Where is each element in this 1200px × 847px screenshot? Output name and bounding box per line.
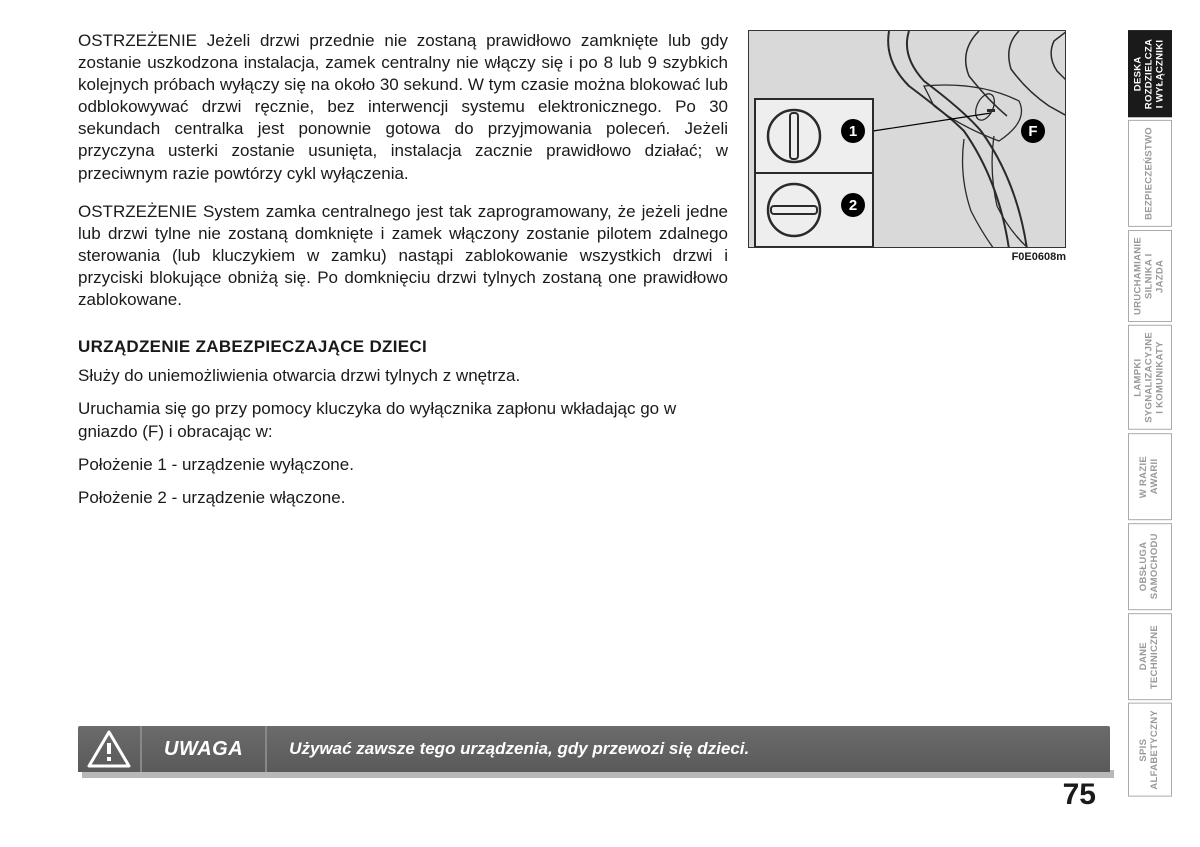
paragraph-warning-1: OSTRZEŻENIE Jeżeli drzwi przednie nie zo… (78, 30, 728, 185)
tab-uruchamianie[interactable]: URUCHAMIANIE SILNIKA I JAZDA (1128, 230, 1172, 322)
warning-triangle-icon (78, 726, 142, 772)
tab-obsluga[interactable]: OBSŁUGA SAMOCHODU (1128, 523, 1172, 610)
tab-awaria[interactable]: W RAZIE AWARII (1128, 433, 1172, 520)
tab-bezpieczenstwo[interactable]: BEZPIECZEŃSTWO (1128, 120, 1172, 227)
callout-1: 1 (849, 123, 857, 140)
warning-label: UWAGA (142, 738, 265, 761)
section-title-child-safety: URZĄDZENIE ZABEZPIECZAJĄCE DZIECI (78, 337, 728, 357)
paragraph-warning-2: OSTRZEŻENIE System zamka centralnego jes… (78, 201, 728, 311)
main-text-column: OSTRZEŻENIE Jeżeli drzwi przednie nie zo… (78, 30, 728, 510)
page-number: 75 (1063, 778, 1096, 812)
tab-spis[interactable]: SPIS ALFABETYCZNY (1128, 703, 1172, 797)
tab-dane[interactable]: DANE TECHNICZNE (1128, 613, 1172, 700)
callout-2: 2 (849, 197, 857, 214)
tab-lampki[interactable]: LAMPKI SYGNALIZACYJNE I KOMUNIKATY (1128, 325, 1172, 430)
figure-container: 1 2 F F0E0608m (748, 30, 1066, 263)
page-content: OSTRZEŻENIE Jeżeli drzwi przednie nie zo… (78, 30, 1066, 800)
figure-caption: F0E0608m (748, 251, 1066, 263)
warning-text: Używać zawsze tego urządzenia, gdy przew… (265, 726, 749, 772)
section-line-4: Położenie 2 - urządzenie włączone. (78, 487, 728, 510)
callout-F: F (1028, 123, 1037, 140)
tab-deska[interactable]: DESKA ROZDZIELCZA I WYŁĄCZNIKI (1128, 30, 1172, 117)
section-line-3: Położenie 1 - urządzenie wyłączone. (78, 454, 728, 477)
section-line-2: Uruchamia się go przy pomocy kluczyka do… (78, 398, 728, 444)
side-tabs: DESKA ROZDZIELCZA I WYŁĄCZNIKI BEZPIECZE… (1128, 30, 1172, 800)
warning-bar: UWAGA Używać zawsze tego urządzenia, gdy… (78, 726, 1110, 772)
child-lock-diagram: 1 2 F (748, 30, 1066, 248)
section-line-1: Służy do uniemożliwienia otwarcia drzwi … (78, 365, 728, 388)
